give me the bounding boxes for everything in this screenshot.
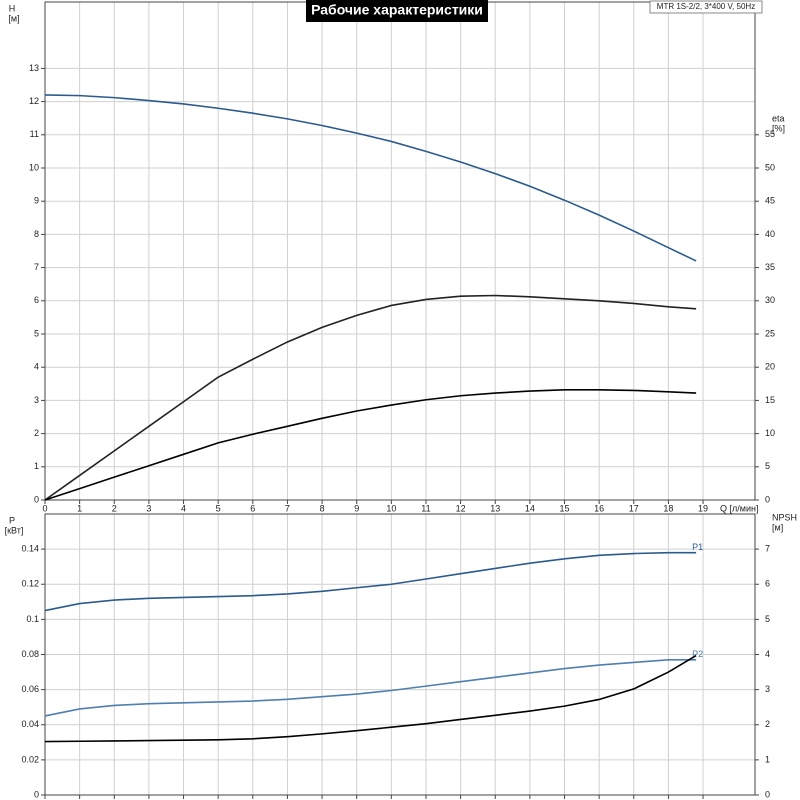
y-tick-label: 0	[34, 494, 39, 504]
curve	[44, 658, 697, 717]
y2-tick-label: 1	[765, 754, 770, 764]
y2-tick-label: 0	[765, 494, 770, 504]
x-axis-label: Q [л/мин]	[720, 503, 758, 513]
x-tick-label: 16	[594, 503, 604, 513]
y-tick-label: 0.02	[21, 754, 39, 764]
y-axis-unit: [м]	[8, 13, 19, 23]
y-tick-label: 0.14	[21, 544, 39, 554]
y2-tick-label: 15	[765, 395, 775, 405]
y2-tick-label: 6	[765, 579, 770, 589]
x-tick-label: 13	[490, 503, 500, 513]
y2-axis-label: eta	[772, 113, 785, 123]
y2-axis-unit: [%]	[772, 123, 785, 133]
curve-label: P2	[692, 649, 703, 659]
x-tick-label: 18	[663, 503, 673, 513]
y-tick-label: 1	[34, 461, 39, 471]
x-tick-label: 15	[560, 503, 570, 513]
y-tick-label: 3	[34, 395, 39, 405]
x-tick-label: 4	[181, 503, 186, 513]
curve	[44, 551, 697, 612]
curve-label: P1	[692, 542, 703, 552]
x-tick-label: 8	[320, 503, 325, 513]
x-tick-label: 9	[354, 503, 359, 513]
y2-tick-label: 35	[765, 262, 775, 272]
y-tick-label: 5	[34, 328, 39, 338]
y2-tick-label: 5	[765, 614, 770, 624]
curve	[44, 388, 697, 501]
y-tick-label: 4	[34, 362, 39, 372]
x-tick-label: 5	[216, 503, 221, 513]
annotation: MTR 1S-2/2, 3*400 V, 50Hz	[657, 2, 755, 11]
y-axis-unit: [кВт]	[5, 525, 24, 535]
y-tick-label: 0	[34, 789, 39, 799]
y2-tick-label: 7	[765, 544, 770, 554]
y-tick-label: 0.1	[26, 614, 39, 624]
y-tick-label: 10	[29, 162, 39, 172]
plot-frame	[44, 513, 756, 796]
y2-axis-unit: [м]	[772, 522, 783, 532]
x-label-bg	[718, 503, 754, 514]
y2-tick-label: 30	[765, 295, 775, 305]
y-tick-label: 11	[30, 129, 39, 139]
y2-tick-label: 5	[765, 461, 770, 471]
y-tick-label: 0.12	[21, 579, 39, 589]
y-tick-label: 12	[29, 96, 39, 106]
y2-tick-label: 45	[765, 196, 775, 206]
chart-title: Рабочие характеристики	[311, 2, 483, 18]
x-tick-label: 12	[456, 503, 466, 513]
y2-tick-label: 3	[765, 684, 770, 694]
y2-tick-label: 20	[765, 362, 775, 372]
y2-tick-label: 25	[765, 328, 775, 338]
x-tick-label: 11	[421, 503, 430, 513]
x-tick-label: 19	[698, 503, 708, 513]
x-tick-label: 10	[386, 503, 396, 513]
y2-tick-label: 55	[765, 129, 775, 139]
x-tick-label: 1	[77, 503, 82, 513]
x-tick-label: 6	[250, 503, 255, 513]
y2-tick-label: 10	[765, 428, 775, 438]
y-axis-label: H	[9, 3, 16, 13]
x-tick-label: 2	[112, 503, 117, 513]
y2-tick-label: 0	[765, 789, 770, 799]
y2-tick-label: 50	[765, 162, 775, 172]
curve	[44, 294, 697, 501]
x-tick-label: 14	[525, 503, 535, 513]
x-tick-label: 0	[42, 503, 47, 513]
y-tick-label: 9	[34, 196, 39, 206]
x-tick-label: 17	[629, 503, 639, 513]
y-tick-label: 2	[34, 428, 39, 438]
y2-tick-label: 40	[765, 229, 775, 239]
y-axis-label: P	[9, 515, 15, 525]
y-tick-label: 7	[34, 262, 39, 272]
y-tick-label: 8	[34, 229, 39, 239]
title-box	[306, 0, 488, 22]
y-tick-label: 0.04	[21, 719, 39, 729]
annotation-box	[649, 0, 763, 14]
y-tick-label: 13	[29, 63, 39, 73]
curve	[44, 654, 697, 743]
y-tick-label: 0.06	[21, 684, 39, 694]
y2-axis-label: NPSH	[772, 512, 797, 522]
curve	[44, 94, 697, 262]
x-tick-label: 3	[146, 503, 151, 513]
y2-tick-label: 4	[765, 649, 770, 659]
y2-tick-label: 2	[765, 719, 770, 729]
y-tick-label: 0.08	[21, 649, 39, 659]
y-tick-label: 6	[34, 295, 39, 305]
x-tick-label: 7	[285, 503, 290, 513]
